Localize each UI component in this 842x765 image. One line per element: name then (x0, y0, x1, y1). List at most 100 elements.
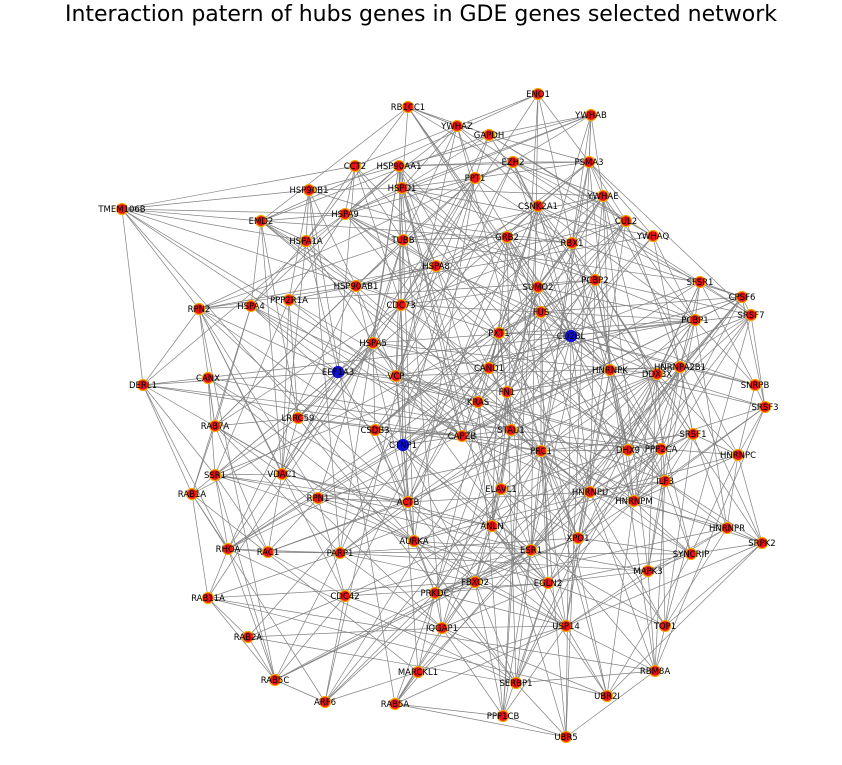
edge (198, 308, 346, 597)
edge (654, 406, 766, 672)
edge (530, 450, 542, 551)
node-ubr2i (600, 689, 614, 703)
node-ezh2 (506, 155, 520, 169)
edge (250, 305, 397, 377)
node-label: EEF1A3 (322, 368, 354, 378)
edge (660, 366, 681, 450)
edge (260, 134, 490, 222)
labels-layer: ENO1 RB1CC1 YWHAZ YWHAB GAPDH CCT2 HSP90AA1 EZH… (97, 90, 778, 743)
edge (324, 592, 436, 703)
edge (477, 335, 572, 403)
edge (664, 319, 696, 482)
node-label: PPP2R1A (270, 296, 308, 306)
edge (260, 220, 283, 475)
node-label: SRSF3 (752, 403, 779, 413)
edge (498, 332, 512, 431)
edge (407, 106, 490, 136)
edge (565, 114, 592, 738)
edge (354, 125, 458, 167)
node-ddx3x (650, 367, 664, 381)
node-label: ESR1 (520, 546, 542, 556)
edge (498, 332, 572, 337)
node-vcp (389, 369, 403, 383)
edge (500, 449, 629, 490)
node-syncrip (684, 547, 698, 561)
edge (654, 480, 666, 672)
edge (540, 450, 579, 539)
node-cdc42 (338, 589, 352, 603)
edge (510, 335, 572, 431)
edge (633, 406, 766, 502)
edge (395, 375, 666, 482)
node-fn1 (500, 385, 514, 399)
edge (491, 373, 658, 527)
edge (274, 552, 341, 681)
edge (337, 165, 356, 373)
node-label: PARP1 (327, 549, 354, 559)
node-label: RAB7A (201, 422, 230, 432)
edge (413, 540, 532, 551)
edge (474, 537, 579, 583)
node-canx (201, 371, 215, 385)
node-label: ARF6 (314, 698, 336, 708)
edge (305, 240, 397, 377)
node-rbm8a (648, 664, 662, 678)
edge (324, 595, 346, 703)
edge (324, 314, 752, 703)
edge (565, 625, 656, 672)
edge (589, 491, 666, 627)
edge (402, 435, 463, 446)
node-rab11a (201, 591, 215, 605)
edge (679, 366, 756, 386)
edge (281, 473, 409, 503)
node-cpsf6 (735, 290, 749, 304)
edge (401, 187, 437, 267)
edge (498, 311, 542, 334)
edge (267, 497, 319, 553)
edge (589, 433, 694, 493)
edge (565, 570, 649, 627)
node-hsp90aa1 (392, 159, 406, 173)
edge (402, 195, 604, 241)
node-ctnp1 (396, 438, 410, 452)
edge (344, 213, 500, 334)
node-label: CDC73 (386, 301, 415, 311)
edge (250, 305, 404, 446)
edge (656, 373, 766, 408)
node-label: PPP2CA (645, 445, 678, 455)
edge (435, 265, 490, 369)
edge (267, 551, 346, 597)
edge (627, 449, 635, 502)
node-label: IQGAP1 (426, 624, 458, 634)
edge (394, 581, 476, 705)
edge (694, 319, 728, 529)
edge (227, 177, 476, 550)
node-anln (485, 519, 499, 533)
edge (402, 311, 542, 446)
edge (647, 553, 692, 572)
edge (633, 500, 763, 544)
node-sfsr1 (693, 275, 707, 289)
node-csnk2a1 (531, 199, 545, 213)
node-srpk2 (755, 536, 769, 550)
node-eef1a3 (331, 365, 345, 379)
node-label: PRKDC (420, 589, 449, 599)
edge (589, 491, 728, 529)
edge (395, 177, 476, 377)
edge (317, 497, 415, 542)
node-usp14 (559, 619, 573, 633)
edge (588, 161, 627, 222)
edge (625, 220, 681, 368)
edge (461, 369, 611, 437)
node-label: HSPA9 (331, 210, 359, 220)
edge (540, 311, 635, 502)
edge (400, 265, 437, 306)
edge (305, 165, 356, 242)
edge (337, 371, 409, 503)
edge (461, 435, 591, 493)
edge (588, 161, 654, 237)
edge (121, 208, 262, 222)
node-top1 (658, 619, 672, 633)
edge (456, 125, 476, 179)
edge (510, 373, 658, 431)
